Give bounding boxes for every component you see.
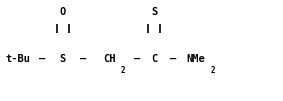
Text: t-Bu: t-Bu: [6, 54, 31, 64]
Text: S: S: [60, 54, 66, 64]
Text: C: C: [151, 54, 157, 64]
Text: —: —: [80, 54, 87, 64]
Text: O: O: [60, 7, 66, 17]
Text: S: S: [151, 7, 157, 17]
Text: 2: 2: [211, 66, 215, 75]
Text: —: —: [39, 54, 45, 64]
Text: —: —: [134, 54, 140, 64]
Text: NMe: NMe: [186, 54, 205, 64]
Text: 2: 2: [121, 66, 125, 75]
Text: CH: CH: [104, 54, 116, 64]
Text: —: —: [170, 54, 176, 64]
